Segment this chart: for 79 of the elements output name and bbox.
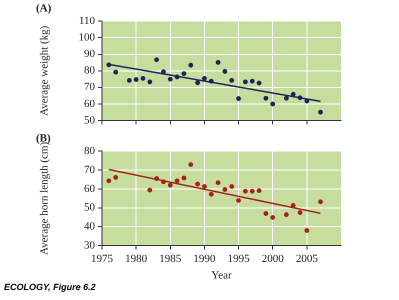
point — [188, 62, 194, 68]
x-tick-label: 1995 — [228, 253, 250, 266]
point — [229, 78, 234, 83]
y-axis-title: Average weight (kg) — [38, 25, 50, 116]
x-tick-label: 2005 — [296, 253, 318, 266]
y-axis-title: Average horn length (cm) — [38, 142, 50, 255]
point — [236, 198, 241, 203]
x-tick-label: 1985 — [159, 253, 182, 266]
point — [202, 76, 207, 81]
chart-title: (B) — [36, 132, 51, 144]
point — [195, 80, 200, 86]
point — [290, 202, 296, 208]
y-tick-label: 70 — [84, 164, 96, 176]
point — [202, 184, 207, 189]
point — [182, 176, 186, 180]
point — [250, 78, 255, 84]
point — [216, 60, 220, 65]
y-tick-label: 80 — [84, 145, 96, 158]
point — [161, 179, 166, 184]
y-tick-label: 50 — [84, 202, 96, 214]
y-tick-label: 100 — [78, 32, 96, 44]
point — [290, 92, 296, 97]
y-tick-label: 40 — [84, 220, 96, 233]
point — [298, 95, 302, 100]
y-tick-label: 110 — [78, 15, 96, 28]
point — [106, 178, 112, 184]
point — [147, 188, 152, 192]
y-tick-label: 80 — [84, 64, 96, 77]
y-tick-label: 30 — [84, 239, 96, 252]
point — [318, 110, 323, 115]
point — [174, 74, 180, 80]
point — [229, 184, 234, 189]
point — [147, 79, 152, 84]
point — [263, 211, 268, 216]
y-tick-label: 90 — [84, 48, 96, 60]
point — [195, 182, 200, 186]
y-tick-label: 70 — [84, 81, 96, 94]
point — [140, 76, 146, 81]
point — [126, 78, 132, 83]
chart-title: (A) — [36, 2, 52, 14]
x-tick-label: 1975 — [91, 253, 114, 266]
point — [270, 215, 276, 220]
point — [106, 62, 112, 68]
point — [134, 77, 139, 82]
point — [174, 178, 180, 184]
y-tick-label: 50 — [84, 114, 96, 126]
point — [222, 69, 228, 74]
x-tick-label: 1990 — [193, 253, 216, 266]
x-tick-label: 2000 — [262, 253, 284, 266]
point — [250, 188, 255, 194]
point — [318, 199, 323, 204]
point — [243, 188, 248, 194]
point — [216, 180, 220, 186]
y-tick-label: 60 — [84, 182, 96, 195]
point — [284, 96, 289, 101]
point — [263, 96, 268, 101]
point — [256, 188, 262, 194]
point — [168, 182, 173, 188]
text: ECOLOGY, Figure 6.2 — [3, 282, 97, 294]
point — [243, 79, 248, 84]
point — [188, 162, 194, 168]
point — [113, 175, 118, 180]
point — [113, 70, 118, 75]
point — [256, 80, 262, 86]
x-tick-label: 1980 — [125, 253, 148, 266]
point — [208, 192, 214, 197]
point — [168, 76, 173, 82]
point — [284, 212, 289, 218]
point — [304, 228, 310, 233]
point — [154, 176, 160, 181]
x-axis-title: Year — [211, 269, 232, 282]
point — [298, 210, 302, 215]
point — [154, 57, 160, 62]
point — [208, 78, 214, 84]
y-tick-label: 60 — [84, 98, 96, 110]
point — [236, 96, 241, 101]
point — [222, 187, 228, 192]
point — [270, 102, 276, 106]
point — [182, 71, 186, 76]
